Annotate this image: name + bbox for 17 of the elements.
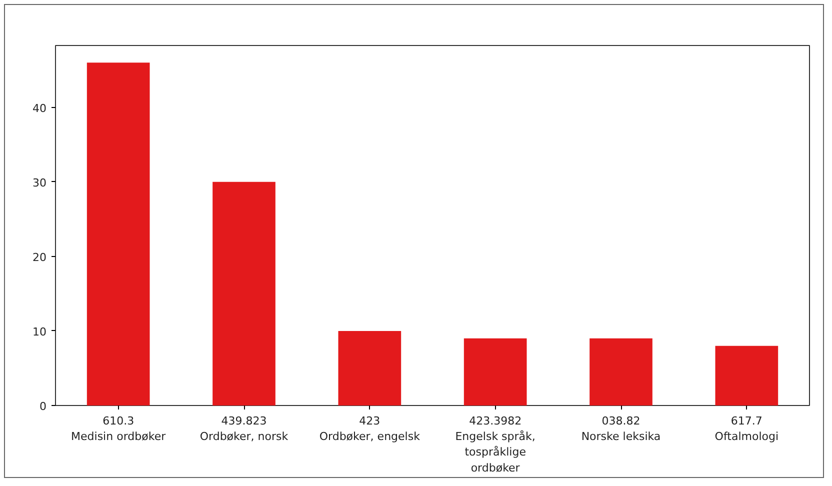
y-tick-label: 30 [32, 176, 47, 190]
bar [338, 330, 402, 406]
x-tick-label: 038.82 Norske leksika [581, 414, 661, 444]
x-tick-label: 610.3 Medisin ordbøker [71, 414, 166, 444]
y-tick-label: 40 [32, 102, 47, 115]
x-tick-label: 439.823 Ordbøker, norsk [200, 414, 289, 444]
y-tick-label: 0 [40, 400, 46, 413]
y-tick-label: 20 [32, 250, 47, 264]
x-tick-label: 617.7 Oftalmologi [714, 414, 779, 444]
bar [86, 62, 150, 406]
y-tick-label: 10 [32, 325, 47, 338]
x-tick-label: 423 Ordbøker, engelsk [319, 414, 421, 444]
bar [715, 346, 778, 406]
bar [212, 182, 276, 406]
x-tick-label: 423.3982 Engelsk språk, tospråklige ordbøker [455, 414, 536, 474]
bar [464, 338, 527, 406]
bar [590, 338, 652, 406]
